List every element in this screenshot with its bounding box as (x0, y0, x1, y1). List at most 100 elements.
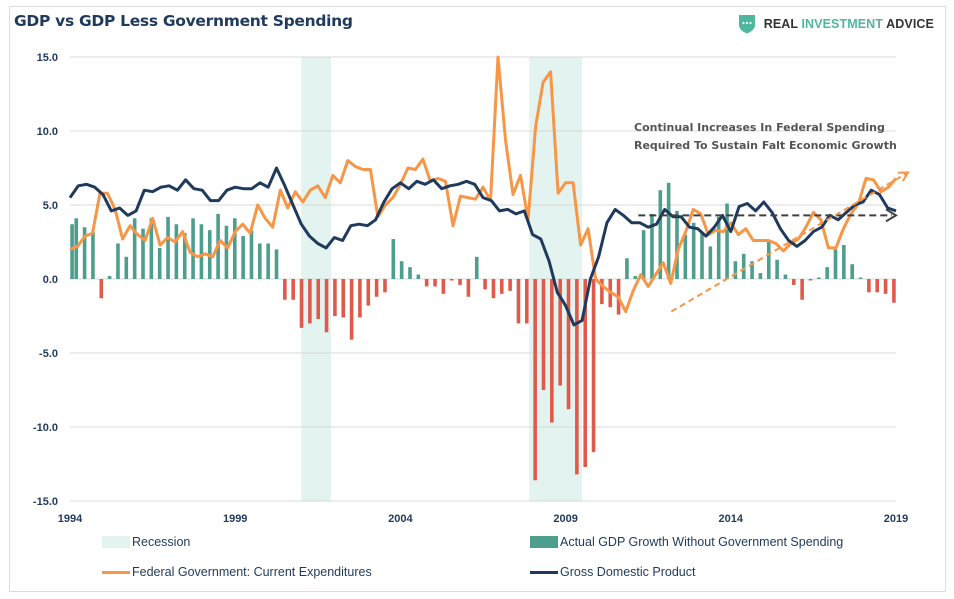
x-tick-label: 1999 (223, 513, 247, 525)
bar (383, 279, 387, 293)
bar (374, 279, 379, 297)
y-tick-label: -10.0 (33, 422, 58, 434)
bar (733, 261, 738, 279)
bar (817, 277, 821, 279)
navy-line-swatch (530, 570, 558, 574)
bar (191, 218, 195, 279)
x-tick-label: 1994 (58, 513, 83, 525)
bar (399, 261, 404, 279)
bar (550, 279, 554, 423)
y-tick-label: -5.0 (39, 348, 58, 360)
bar (449, 279, 454, 281)
bar (858, 277, 863, 279)
bar (808, 279, 813, 281)
bar (766, 242, 771, 279)
annotation-line-1: Continual Increases In Federal Spending (634, 121, 885, 134)
y-tick-label: 10.0 (37, 126, 58, 138)
annotation-line-2: Required To Sustain Falt Economic Growth (634, 139, 897, 152)
brand-name-right: ADVICE (883, 17, 934, 31)
bar (157, 247, 162, 279)
bar (541, 279, 546, 390)
y-tick-label: 5.0 (43, 200, 58, 212)
bar (600, 279, 604, 305)
bar (892, 279, 896, 303)
flat-arrow-head (885, 208, 898, 223)
bar (91, 231, 95, 279)
y-axis-ticks: 15.0 10.0 5.0 0.0 -5.0 -10.0 -15.0 (33, 52, 58, 508)
bar (625, 258, 629, 279)
bar (875, 279, 880, 293)
legend-item-recession: Recession (102, 535, 190, 549)
bar (466, 279, 471, 297)
bar (591, 279, 596, 453)
bar (124, 256, 129, 279)
bar (299, 279, 304, 328)
bar (366, 279, 371, 306)
bar (483, 279, 487, 290)
bar (800, 279, 804, 300)
y-tick-label: -15.0 (33, 496, 58, 508)
legend-item-gdp: Gross Domestic Product (530, 565, 695, 579)
x-tick-label: 2019 (884, 513, 908, 525)
bar (558, 279, 562, 386)
legend-item-federal: Federal Government: Current Expenditures (102, 565, 372, 579)
legend-item-actual-gdp: Actual GDP Growth Without Government Spe… (530, 535, 843, 549)
spending-trend-arrow (670, 171, 909, 313)
annotation-arrows (638, 171, 910, 313)
bar (107, 276, 112, 279)
bar (274, 249, 279, 279)
bar (182, 233, 187, 279)
brand-name-left: REAL (763, 17, 802, 31)
legend-label: Gross Domestic Product (560, 565, 696, 579)
orange-line-swatch (102, 570, 130, 574)
bar (258, 243, 262, 279)
bar (333, 279, 337, 316)
bar (775, 259, 779, 279)
bar (658, 190, 663, 279)
bar (641, 230, 646, 279)
bar (491, 279, 496, 299)
x-tick-label: 2009 (553, 513, 577, 525)
recession-swatch (102, 536, 130, 548)
bar (266, 243, 270, 279)
bar (199, 224, 204, 279)
bar (308, 279, 312, 324)
bar (708, 246, 713, 279)
bar (249, 230, 254, 279)
x-tick-label: 2014 (719, 513, 744, 525)
brand-name: REAL INVESTMENT ADVICE (764, 17, 934, 31)
bar (675, 210, 679, 279)
bar (424, 279, 429, 287)
bar (433, 279, 437, 287)
bar (408, 267, 412, 279)
bar (516, 279, 521, 324)
bar (566, 279, 571, 410)
bar (358, 279, 362, 318)
bar (666, 182, 671, 279)
brand-name-accent: INVESTMENT (801, 17, 884, 31)
bar (391, 239, 396, 279)
gdp-line (68, 166, 897, 327)
bar (850, 264, 854, 279)
bar (70, 224, 74, 279)
federal-expenditures-line (69, 55, 898, 314)
bar (74, 218, 79, 279)
bar (783, 274, 788, 279)
bar-swatch (530, 536, 558, 548)
bar (758, 273, 763, 279)
bar (533, 279, 537, 481)
line-series (68, 55, 898, 327)
trend-arrow-head (897, 171, 910, 182)
chart-title: GDP vs GDP Less Government Spending (14, 12, 353, 30)
shield-chat-icon (738, 15, 755, 34)
bar (583, 279, 588, 467)
bar (174, 224, 179, 279)
bar (842, 244, 846, 279)
bar (341, 279, 346, 318)
bar (575, 279, 579, 475)
bar (232, 218, 237, 279)
bar (725, 203, 729, 279)
bar (525, 279, 529, 324)
bar (825, 267, 829, 279)
legend-label: Recession (132, 535, 191, 549)
